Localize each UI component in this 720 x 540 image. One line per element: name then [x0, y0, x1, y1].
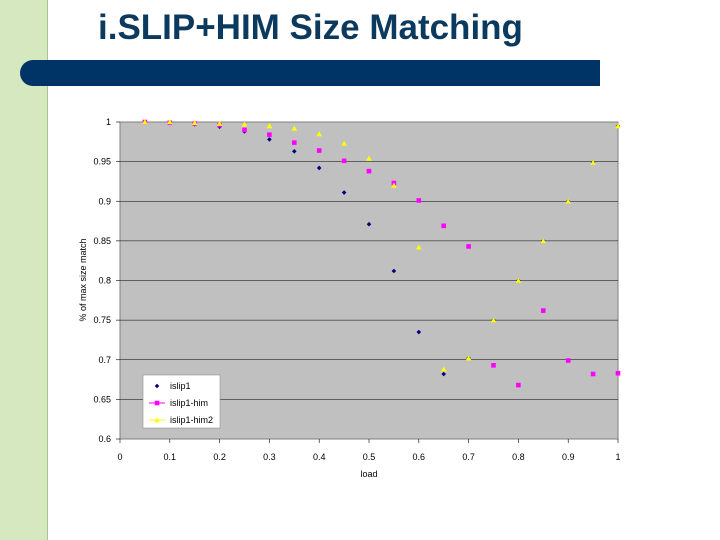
x-tick-label: 1	[615, 452, 620, 462]
data-point	[291, 125, 298, 131]
title-underline-bar	[20, 60, 600, 86]
data-point	[154, 417, 160, 423]
data-point	[491, 362, 496, 368]
data-point	[465, 355, 472, 361]
data-point	[416, 329, 422, 335]
data-point	[416, 244, 422, 250]
data-point	[565, 198, 571, 204]
x-axis: 0 0.1 0.2 0.3 0.4 0.5 0.6 0.7 0.8 0.9 1	[117, 439, 621, 462]
x-tick-label: 0.7	[462, 452, 475, 462]
x-tick-label: 0.2	[213, 452, 226, 462]
y-tick-label: 1	[106, 117, 111, 127]
y-tick-label: 0.95	[93, 157, 111, 167]
x-tick-label: 0.5	[363, 452, 376, 462]
data-point	[154, 400, 160, 406]
data-point	[216, 120, 223, 126]
y-tick-label: 0.7	[98, 355, 111, 365]
data-point	[541, 308, 546, 313]
legend-label: islip1-him2	[170, 415, 213, 425]
series-islip1-him2	[142, 119, 621, 372]
data-point	[590, 159, 596, 165]
data-point	[142, 119, 148, 125]
x-axis-title: load	[360, 469, 377, 479]
data-point	[241, 121, 248, 127]
data-point	[366, 168, 372, 174]
data-point	[615, 370, 621, 376]
x-tick-label: 0.6	[413, 452, 426, 462]
legend: islip1 islip1-him islip1-him2	[142, 374, 221, 429]
data-point	[266, 123, 273, 129]
slide-title: i.SLIP+HIM Size Matching	[98, 8, 523, 47]
data-point	[590, 371, 596, 377]
x-tick-label: 0.3	[263, 452, 276, 462]
data-point	[316, 165, 322, 171]
data-point	[441, 371, 446, 377]
data-point	[366, 155, 372, 161]
data-point	[391, 268, 397, 274]
scatter-chart: 0.6 0.65 0.7 0.75 0.8 0.85 0.9 0.95 1 0 0.1 0.2 0.3…	[78, 117, 621, 479]
y-axis-title: % of max size match	[78, 238, 88, 321]
legend-label: islip1-him	[170, 398, 208, 408]
data-points	[142, 119, 621, 388]
data-point	[341, 140, 347, 146]
data-point	[416, 198, 422, 203]
data-point	[341, 158, 347, 164]
gridlines	[120, 161, 618, 400]
data-point	[292, 140, 297, 145]
legend-item: islip1-him	[149, 398, 208, 408]
x-tick-label: 0.9	[562, 452, 575, 462]
data-point	[154, 383, 160, 389]
data-point	[490, 317, 497, 323]
data-point	[167, 119, 173, 125]
y-tick-label: 0.9	[98, 196, 111, 206]
y-tick-label: 0.8	[98, 276, 111, 286]
data-point	[267, 137, 272, 142]
x-tick-label: 0	[117, 452, 122, 462]
y-tick-label: 0.75	[93, 315, 111, 325]
data-point	[267, 132, 272, 137]
data-point	[391, 182, 397, 188]
y-axis: 0.6 0.65 0.7 0.75 0.8 0.85 0.9 0.95 1	[93, 117, 120, 444]
legend-label: islip1	[170, 381, 191, 391]
data-point	[316, 148, 322, 153]
data-point	[565, 358, 571, 363]
data-point	[316, 131, 322, 137]
data-point	[466, 244, 471, 249]
data-point	[242, 127, 247, 133]
legend-item: islip1	[154, 381, 191, 391]
data-point	[191, 119, 198, 126]
x-tick-label: 0.8	[512, 452, 525, 462]
slide-side-bar	[0, 0, 48, 540]
data-point	[515, 277, 522, 283]
y-tick-label: 0.85	[93, 236, 111, 246]
legend-item: islip1-him2	[149, 415, 213, 425]
data-point	[341, 190, 347, 195]
y-tick-label: 0.6	[98, 434, 111, 444]
data-point	[292, 149, 297, 154]
data-point	[516, 382, 521, 388]
data-point	[540, 238, 547, 244]
data-point	[615, 123, 621, 129]
data-point	[441, 223, 446, 229]
x-tick-label: 0.1	[164, 452, 177, 462]
data-point	[440, 366, 447, 372]
y-tick-label: 0.65	[93, 394, 111, 404]
x-tick-label: 0.4	[313, 452, 326, 462]
